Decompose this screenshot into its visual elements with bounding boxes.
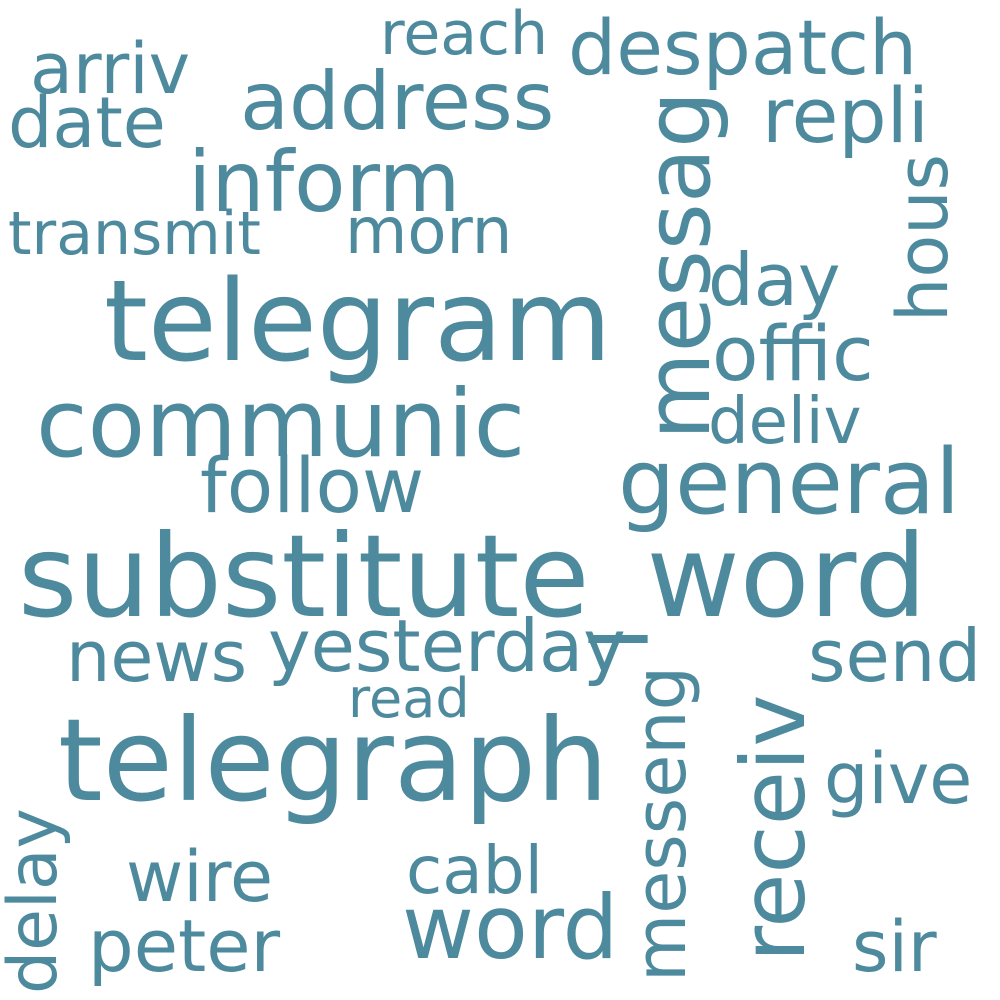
word-news: news xyxy=(66,616,248,698)
word-telegram: telegram xyxy=(104,257,612,387)
word-follow: follow xyxy=(200,441,425,530)
word-hous: hous xyxy=(882,153,964,322)
word-wire: wire xyxy=(126,836,274,918)
word-read: read xyxy=(348,667,470,730)
word-inform: inform xyxy=(188,133,461,231)
word-general: general xyxy=(618,430,961,535)
word-despatch: despatch xyxy=(568,3,918,92)
word-deliv: deliv xyxy=(708,385,862,459)
word-telegraph: telegraph xyxy=(58,694,609,827)
word-messeng: messeng xyxy=(620,665,702,982)
word-arriv: arriv xyxy=(30,28,191,110)
word-transmit: transmit xyxy=(8,199,261,269)
word-receiv: receiv xyxy=(722,694,825,962)
word-messag: messag xyxy=(626,90,731,440)
word-date: date xyxy=(8,82,166,164)
word-peter: peter xyxy=(88,904,281,988)
word-offic: offic xyxy=(712,309,874,398)
word-substitute-word: substitute_word xyxy=(18,510,927,643)
word-cabl: cabl xyxy=(406,832,543,909)
word-reach: reach xyxy=(380,0,549,69)
word-give: give xyxy=(824,738,973,820)
word-communic: communic xyxy=(36,370,526,479)
word-address: address xyxy=(240,55,555,148)
word-repli: repli xyxy=(762,71,929,160)
word-send: send xyxy=(808,614,982,698)
word-day: day xyxy=(708,238,841,322)
word-morn: morn xyxy=(345,195,513,269)
word-delay: delay xyxy=(0,808,73,994)
word-sir: sir xyxy=(852,906,937,988)
word-word: word xyxy=(402,876,619,979)
word-yesterday: yesterday xyxy=(268,604,626,688)
